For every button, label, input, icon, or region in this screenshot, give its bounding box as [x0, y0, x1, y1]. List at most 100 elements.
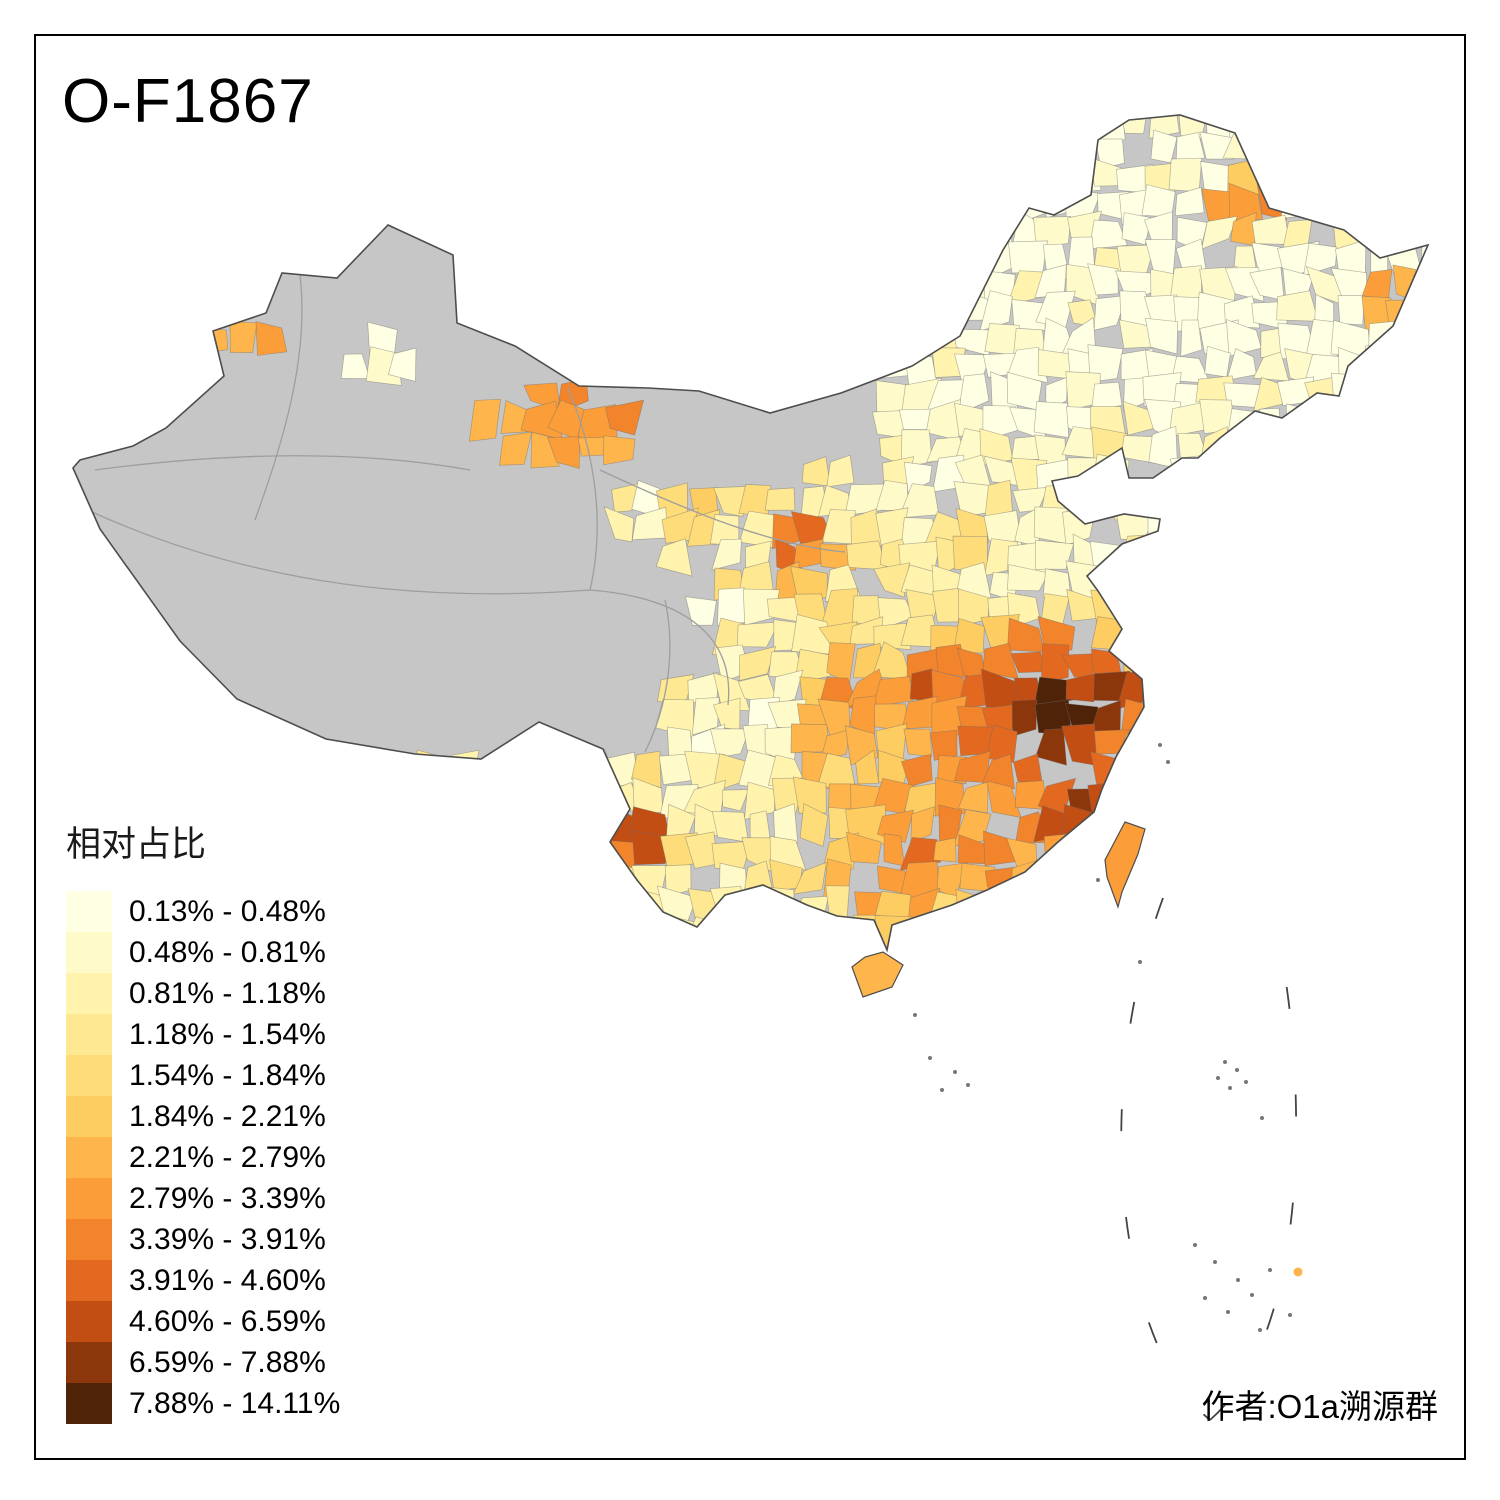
- prefecture-cell: [1226, 912, 1260, 946]
- prefecture-cell: [1251, 884, 1291, 928]
- prefecture-cell: [1036, 137, 1076, 170]
- prefecture-cell: [904, 246, 937, 279]
- prefecture-cell: [1384, 156, 1423, 199]
- prefecture-cell: [1091, 453, 1130, 489]
- prefecture-cell: [256, 777, 285, 820]
- prefecture-cell: [1144, 946, 1179, 950]
- prefecture-cell: [930, 217, 964, 243]
- prefecture-cell: [1357, 402, 1400, 437]
- prefecture-cell: [525, 913, 553, 950]
- prefecture-cell: [903, 461, 933, 493]
- prefecture-cell: [873, 562, 910, 598]
- prefecture-cell: [471, 830, 507, 872]
- prefecture-cell: [1233, 701, 1266, 733]
- prefecture-cell: [417, 889, 445, 928]
- prefecture-cell: [1087, 263, 1119, 296]
- prefecture-cell: [1252, 115, 1288, 141]
- prefecture-cell: [498, 892, 529, 924]
- prefecture-cell: [711, 942, 742, 950]
- prefecture-cell: [1174, 186, 1205, 217]
- attribution: 作者:O1a溯源群: [1201, 1388, 1438, 1425]
- prefecture-cell: [1202, 723, 1230, 765]
- prefecture-cell: [1119, 568, 1157, 603]
- island-dot: [1244, 1080, 1248, 1084]
- prefecture-cell: [719, 318, 751, 360]
- prefecture-cell: [1087, 344, 1124, 383]
- prefecture-cell: [494, 806, 535, 846]
- prefecture-cell: [1413, 804, 1428, 845]
- legend-label: 3.91% - 4.60%: [129, 1263, 326, 1297]
- prefecture-cell: [1197, 697, 1238, 739]
- prefecture-cell: [1419, 670, 1428, 711]
- prefecture-cell: [1385, 402, 1423, 437]
- island-dot: [1193, 1243, 1197, 1247]
- prefecture-cell: [1033, 861, 1073, 896]
- prefecture-cell: [96, 783, 131, 819]
- prefecture-cell: [1393, 839, 1423, 862]
- prefecture-cell: [603, 910, 643, 948]
- prefecture-cell: [1304, 115, 1347, 143]
- legend-label: 7.88% - 14.11%: [129, 1386, 341, 1420]
- prefecture-cell: [1170, 939, 1209, 950]
- prefecture-cell: [90, 755, 131, 783]
- prefecture-cell: [1391, 131, 1426, 170]
- prefecture-cell: [387, 943, 422, 950]
- prefecture-cell: [1180, 319, 1203, 357]
- prefecture-cell: [1413, 425, 1428, 466]
- prefecture-cell: [764, 487, 796, 511]
- prefecture-cell: [1280, 806, 1315, 847]
- prefecture-cell: [1169, 115, 1210, 117]
- prefecture-cell: [1142, 780, 1180, 820]
- prefecture-cell: [1342, 592, 1371, 628]
- legend-row: 0.48% - 0.81%: [66, 932, 340, 973]
- prefecture-cell: [1176, 814, 1211, 846]
- prefecture-cell: [1197, 537, 1236, 572]
- prefecture-cell: [1087, 115, 1126, 144]
- prefecture-cell: [1226, 834, 1262, 864]
- prefecture-cell: [73, 751, 104, 792]
- prefecture-cell: [1358, 568, 1400, 600]
- prefecture-cell: [1149, 866, 1179, 897]
- legend-label: 1.18% - 1.54%: [129, 1017, 326, 1051]
- prefecture-cell: [1361, 831, 1397, 870]
- prefecture-cell: [987, 115, 1012, 137]
- legend-swatch: [66, 1178, 112, 1219]
- prefecture-cell: [336, 913, 365, 949]
- prefecture-cell: [981, 75, 1015, 112]
- prefecture-cell: [1206, 858, 1238, 898]
- prefecture-cell: [1387, 783, 1422, 818]
- prefecture-cell: [386, 777, 428, 815]
- prefecture-cell: [1206, 479, 1233, 522]
- prefecture-cell: [1334, 924, 1367, 949]
- legend-row: 4.60% - 6.59%: [66, 1301, 340, 1342]
- prefecture-cell: [1308, 810, 1346, 843]
- legend-label: 0.81% - 1.18%: [129, 976, 326, 1010]
- prefecture-cell: [1094, 138, 1125, 169]
- legend-swatch: [66, 1342, 112, 1383]
- prefecture-cell: [1091, 381, 1123, 412]
- legend-label: 6.59% - 7.88%: [129, 1345, 326, 1379]
- prefecture-cell: [1304, 832, 1347, 872]
- prefecture-cell: [1169, 706, 1211, 737]
- prefecture-cell: [277, 761, 318, 793]
- prefecture-cell: [1337, 561, 1371, 600]
- prefecture-cell: [1357, 733, 1399, 760]
- prefecture-cell: [1226, 489, 1264, 522]
- prefecture-cell: [1366, 594, 1392, 621]
- prefecture-cell: [605, 399, 645, 436]
- prefecture-cell: [1316, 75, 1345, 114]
- prefecture-cell: [1334, 831, 1369, 869]
- prefecture-cell: [1195, 757, 1236, 785]
- prefecture-cell: [769, 939, 806, 950]
- province-border-line: [589, 589, 730, 706]
- prefecture-cell: [1334, 706, 1374, 735]
- prefecture-cell: [711, 265, 746, 301]
- prefecture-cell: [1387, 890, 1415, 924]
- island-dot: [1228, 1086, 1232, 1090]
- prefecture-cell: [1422, 912, 1428, 950]
- prefecture-cell: [1226, 408, 1261, 439]
- prefecture-cell: [1227, 890, 1262, 928]
- prefecture-cell: [358, 754, 391, 789]
- prefecture-cell: [855, 749, 880, 785]
- prefecture-cell: [1012, 942, 1049, 950]
